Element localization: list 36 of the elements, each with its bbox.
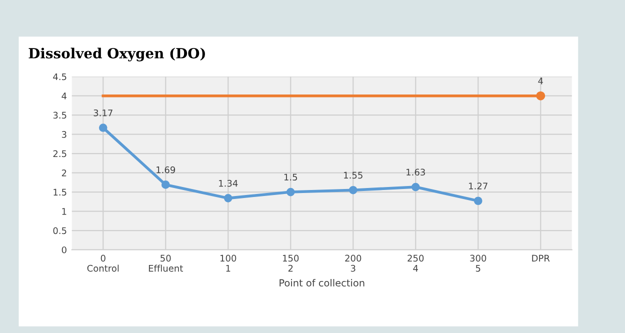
point [224, 194, 232, 202]
data-label: 1.34 [219, 180, 238, 187]
y-tick-label: 3.5 [53, 112, 66, 119]
y-tick-label: 1 [62, 208, 66, 215]
y-tick-label: 4 [62, 92, 67, 100]
data-label: 1.63 [406, 168, 425, 176]
point [161, 180, 170, 189]
y-tick-label: 1.5 [54, 188, 66, 196]
y-tick-label: 3 [62, 131, 66, 138]
y-tick-label: 4.5 [53, 73, 66, 80]
x-tick-label: DPR [532, 254, 550, 262]
x-tick-label: 100 1 [220, 254, 236, 272]
x-tick-label: 150 2 [283, 254, 299, 272]
point [348, 186, 358, 194]
x-tick-label: 50 Effluent [148, 254, 183, 272]
x-tick-label: 250 4 [408, 254, 424, 272]
x-tick-label: 300 5 [470, 254, 486, 272]
data-label: 1.55 [344, 172, 362, 179]
point [98, 124, 108, 132]
y-tick-label: 2.5 [53, 150, 66, 158]
data-label: 4 [538, 78, 543, 84]
chart-title: Dissolved Oxygen (DO) [28, 48, 205, 62]
data-label: 1.5 [284, 174, 298, 181]
x-tick-label: 0 Control [87, 254, 119, 272]
point [411, 182, 420, 192]
x-axis-title: Point of collection [280, 279, 364, 287]
data-label: 1.27 [469, 182, 488, 190]
y-tick-label: 0.5 [53, 227, 66, 234]
point [474, 196, 482, 206]
point [286, 188, 295, 196]
y-tick-label: 0 [62, 246, 66, 254]
data-label: 3.17 [94, 109, 112, 116]
data-label: 1.69 [156, 166, 176, 174]
y-tick-label: 2 [62, 170, 66, 176]
x-tick-label: 200 3 [345, 254, 362, 272]
point [536, 91, 546, 100]
